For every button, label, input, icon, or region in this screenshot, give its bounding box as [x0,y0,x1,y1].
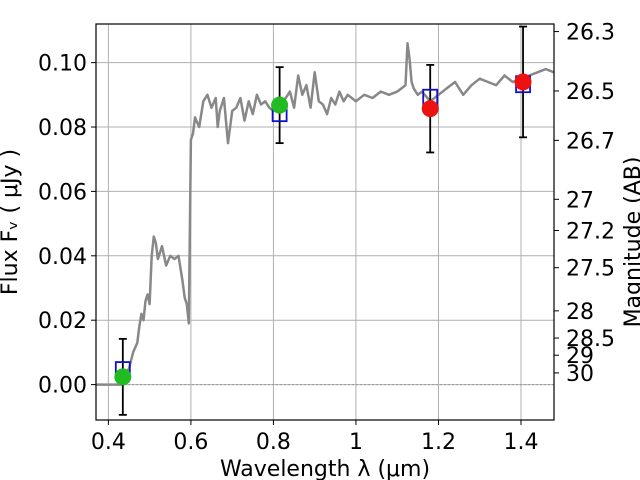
x-axis-title: Wavelength λ (μm) [220,457,430,480]
magnitude-tick-label: 26.5 [566,80,615,105]
spectrum-line [96,42,555,386]
x-tick-label: 1.2 [421,430,456,455]
plot-frame [95,23,555,421]
y-tick-label: 0.00 [38,374,87,399]
y-axis-ticks: 0.00 0.02 0.04 0.06 0.08 0.10 [38,52,96,399]
x-tick-label: 0.8 [256,430,291,455]
y-axis-title: Flux Fᵥ ( μJy ) [0,149,23,295]
y-tick-label: 0.10 [38,52,87,77]
observed-points [114,73,532,386]
observed-point [271,96,289,114]
y-tick-label: 0.06 [38,180,87,205]
x-tick-label: 0.4 [91,430,126,455]
x-tick-label: 1 [349,430,363,455]
observed-point [114,368,132,386]
x-tick-label: 1.4 [503,430,538,455]
magnitude-tick-label: 26.7 [566,129,615,154]
x-tick-label: 0.6 [173,430,208,455]
magnitude-tick-label: 27 [566,188,594,213]
magnitude-tick-label: 30 [566,362,594,387]
observed-point [421,100,439,118]
magnitude-tick-label: 27.5 [566,257,615,282]
spectrum-series [96,42,555,386]
x-axis-ticks: 0.4 0.6 0.8 1 1.2 1.4 [91,420,538,455]
magnitude-tick-label: 28.5 [566,327,615,352]
magnitude-tick-label: 27.2 [566,219,615,244]
magnitude-axis-title: Magnitude (AB) [621,157,640,328]
y-tick-label: 0.04 [38,245,87,270]
errorbars [118,25,528,416]
model-points [114,75,531,379]
y-tick-label: 0.08 [38,116,87,141]
magnitude-tick-label: 28 [566,300,594,325]
magnitude-tick-label: 26.3 [566,21,615,46]
observed-point [514,73,532,91]
grid [96,24,554,420]
magnitude-tick-label: 29 [566,344,594,369]
y-tick-label: 0.02 [38,309,87,334]
